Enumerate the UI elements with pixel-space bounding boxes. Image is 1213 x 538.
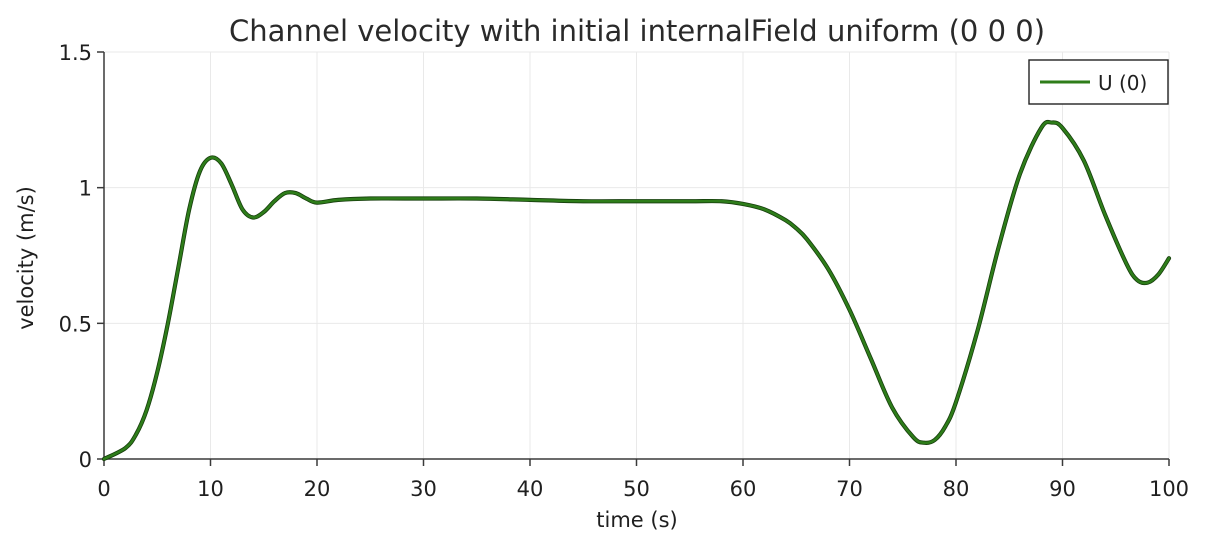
x-tick-label: 20 bbox=[304, 477, 331, 501]
y-tick-label: 0 bbox=[79, 448, 92, 472]
x-axis-label: time (s) bbox=[596, 508, 677, 532]
grid-lines bbox=[103, 51, 1170, 460]
y-tick-label: 0.5 bbox=[59, 312, 92, 336]
axes bbox=[97, 51, 1170, 466]
legend-label: U (0) bbox=[1098, 71, 1147, 95]
legend: U (0) bbox=[1028, 59, 1169, 105]
x-tick-label: 60 bbox=[730, 477, 757, 501]
y-tick-label: 1.5 bbox=[59, 41, 92, 65]
y-tick-label: 1 bbox=[79, 177, 92, 201]
x-tick-label: 90 bbox=[1049, 477, 1076, 501]
chart-title: Channel velocity with initial internalFi… bbox=[229, 14, 1045, 48]
y-axis-label: velocity (m/s) bbox=[14, 186, 38, 330]
x-tick-label: 50 bbox=[623, 477, 650, 501]
tick-labels: 0 10 20 30 40 50 60 70 80 90 100 0 0.5 1 1.5 bbox=[59, 41, 1189, 501]
x-tick-label: 0 bbox=[97, 477, 110, 501]
x-tick-label: 40 bbox=[517, 477, 544, 501]
series-lines bbox=[101, 119, 1172, 462]
series-line bbox=[102, 120, 1171, 461]
x-tick-label: 100 bbox=[1149, 477, 1189, 501]
x-tick-label: 70 bbox=[836, 477, 863, 501]
x-tick-label: 80 bbox=[943, 477, 970, 501]
x-tick-label: 10 bbox=[197, 477, 224, 501]
x-tick-label: 30 bbox=[410, 477, 437, 501]
